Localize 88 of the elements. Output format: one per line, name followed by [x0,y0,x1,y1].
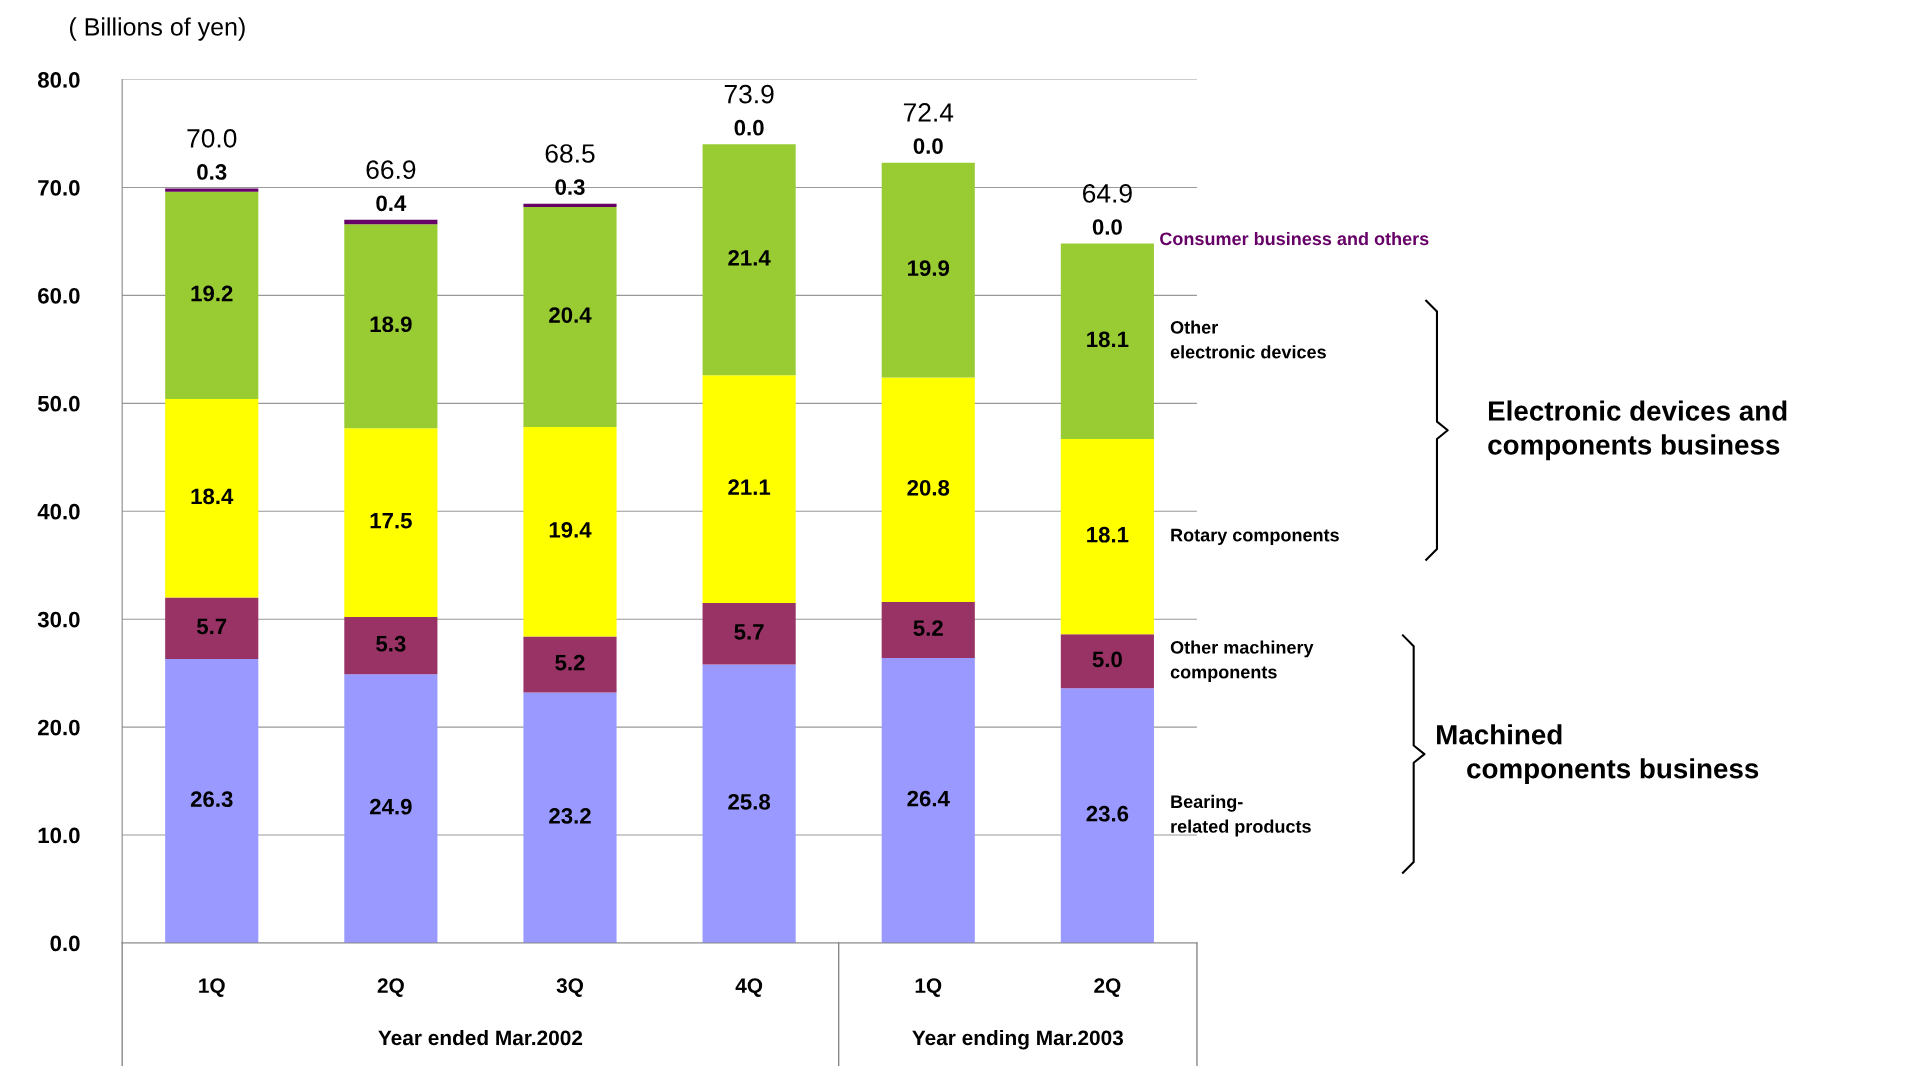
data-label: 18.1 [1087,526,1129,543]
bar [165,597,259,660]
series-label: Other machinery components [1170,640,1314,683]
data-label: 0.3 [197,164,227,180]
bar [344,219,438,225]
bar [523,427,617,637]
bar [881,377,975,602]
x-tick-label: 3Q [556,978,584,997]
bar [1060,688,1154,943]
data-label: 19.4 [549,521,592,538]
data-label: 26.3 [190,791,233,808]
bar [344,428,438,618]
bar [702,664,796,943]
total-label: 73.9 [724,84,774,104]
x-tick-label: 1Q [915,978,942,997]
bar [165,399,259,598]
bar [1060,438,1154,635]
y-tick-label: 60.0 [38,287,80,304]
bar [702,603,796,665]
text: Consumer business and others [1160,231,1429,246]
y-tick-label: 30.0 [37,611,80,628]
series-label: Bearing- related products [1171,794,1311,837]
data-label: 0.0 [1092,219,1122,235]
x-tick-label: 1Q [199,978,225,997]
bar [1060,634,1154,689]
bar [344,617,438,675]
data-label: 19.2 [191,285,233,302]
data-label: 19.9 [908,260,950,276]
data-label: 18.4 [191,488,234,505]
text: Machined components business [1437,724,1759,785]
data-label: 5.7 [734,624,764,640]
data-label: 0.0 [734,119,764,136]
data-label: 23.6 [1086,805,1129,822]
data-label: 5.2 [555,654,585,671]
bar [344,224,438,429]
bar [523,203,617,207]
total-label: 66.9 [366,160,416,179]
data-label: 0.0 [913,138,943,154]
y-tick-label: 50.0 [37,395,80,412]
y-tick-label: 20.0 [38,719,80,736]
y-tick-label: 80.0 [37,72,80,88]
data-label: 18.1 [1087,331,1129,348]
bar [165,659,259,943]
y-axis-title: ( Billions of yen) [69,17,245,41]
total-label: 70.0 [187,129,237,148]
data-label: 0.3 [555,179,585,195]
data-label: 21.1 [728,479,771,495]
series-label: Rotary components [1171,528,1339,546]
bar [523,692,617,943]
bar [881,162,975,378]
total-label: 64.9 [1083,184,1132,203]
text: Year ended Mar.2002 [378,1029,583,1046]
bar [702,144,796,376]
data-label: 24.9 [370,798,412,815]
x-tick-label: 2Q [377,978,404,997]
data-label: 25.8 [728,793,771,810]
y-tick-label: 10.0 [38,827,80,844]
bar [881,658,975,943]
total-label: 72.4 [903,103,954,122]
data-label: 26.4 [907,790,950,807]
x-tick-label: 2Q [1094,978,1121,997]
data-label: 18.9 [370,316,412,333]
bar [523,206,617,428]
data-label: 20.8 [907,479,950,496]
bar [702,375,796,603]
bar [165,188,259,192]
data-label: 5.3 [376,635,406,652]
data-label: 17.5 [370,513,412,529]
bar [165,191,259,399]
y-tick-label: 0.0 [50,935,80,952]
total-label: 68.5 [545,144,595,163]
data-label: 5.7 [196,618,227,635]
y-tick-label: 70.0 [38,179,80,196]
data-label: 20.4 [549,307,592,323]
series-label: Other electronic devices [1170,320,1326,359]
text: Electronic devices and components business [1488,400,1787,461]
y-tick-label: 40.0 [37,503,80,520]
data-label: 5.2 [913,620,943,636]
bar [1060,243,1154,439]
data-label: 23.2 [549,808,591,824]
data-label: 0.4 [376,195,407,212]
bar [881,601,975,659]
text: Year ending Mar.2003 [912,1029,1124,1050]
data-label: 5.0 [1092,651,1122,668]
bar [523,636,617,693]
x-tick-label: 4Q [735,978,763,997]
data-label: 21.4 [728,250,771,266]
bar [344,674,438,943]
